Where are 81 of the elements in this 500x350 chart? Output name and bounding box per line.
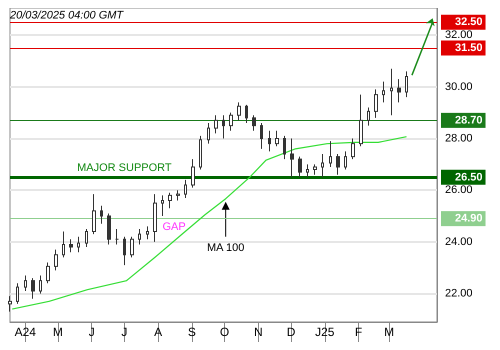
candlestick	[31, 278, 35, 300]
candlestick	[298, 156, 302, 178]
ref-line-label: 26.50	[455, 171, 483, 184]
candlestick	[16, 282, 19, 304]
candlestick	[153, 194, 157, 242]
candlestick	[275, 130, 279, 147]
candlestick	[268, 130, 271, 152]
candlestick	[123, 236, 126, 266]
candlestick	[359, 94, 363, 147]
x-tick-label: O	[220, 325, 230, 339]
candlestick	[138, 228, 141, 245]
text: MA 100	[207, 242, 244, 254]
x-tick-label: J	[88, 325, 95, 339]
candlestick	[146, 226, 149, 240]
candlestick	[283, 135, 286, 160]
candlestick	[207, 122, 210, 144]
candlestick	[367, 107, 370, 126]
candlestick	[214, 114, 218, 134]
ref-line-label: 28.70	[455, 114, 483, 126]
candlestick	[382, 81, 385, 103]
candlestick	[405, 70, 408, 98]
candlestick	[92, 194, 96, 235]
y-tick-label: 26.00	[445, 184, 473, 196]
x-tick-label: D	[286, 325, 296, 339]
candlestick	[8, 296, 12, 312]
y-tick-label: 32.00	[445, 29, 473, 42]
x-tick-label: M	[384, 325, 394, 339]
candlestick	[54, 249, 58, 271]
candlestick	[130, 236, 134, 258]
candlestick	[107, 212, 111, 245]
x-tick-label: A	[154, 325, 162, 339]
candlestick	[313, 164, 317, 176]
x-tick-label: J	[121, 325, 128, 339]
candlestick	[222, 114, 225, 140]
candlestick	[397, 78, 401, 103]
candlestick	[39, 274, 42, 294]
candlestick	[351, 138, 355, 160]
line-series	[12, 136, 408, 310]
ref-line-label: 31.50	[455, 42, 483, 54]
candlestick	[237, 102, 241, 121]
candlestick	[115, 228, 119, 245]
candlestick	[344, 150, 347, 170]
candlestick	[46, 262, 50, 284]
x-tick-label: F	[354, 325, 362, 339]
y-tick-label: 24.00	[445, 236, 473, 248]
candlestick	[290, 138, 294, 178]
candlestick	[85, 228, 88, 248]
candlestick	[69, 238, 73, 253]
annotation: MAJOR SUPPORT	[77, 162, 172, 174]
candlestick	[252, 114, 256, 132]
x-tick-label: N	[254, 325, 263, 339]
annotation: GAP	[162, 221, 186, 234]
x-tick-label: A24	[14, 325, 36, 339]
candlestick	[62, 231, 65, 258]
candlestick	[168, 192, 172, 209]
x-tick-label: J25	[315, 325, 335, 339]
y-tick-label: 30.00	[445, 80, 473, 93]
x-tick-label: S	[188, 325, 196, 339]
candlestick	[100, 205, 103, 224]
candlestick	[24, 274, 27, 292]
candlestick	[374, 88, 378, 118]
candlestick	[260, 122, 263, 150]
candlestick	[390, 68, 393, 116]
candlestick	[336, 154, 340, 176]
x-tick-label: M	[52, 325, 63, 339]
ref-line-label: 24.90	[455, 212, 483, 225]
candlestick	[176, 190, 180, 202]
candlestick	[161, 194, 164, 217]
y-tick-label: 28.00	[445, 132, 473, 145]
y-tick-label: 22.00	[445, 288, 473, 300]
candlestick	[77, 236, 80, 253]
annotation: 20/03/2025 04:00 GMT	[9, 10, 124, 22]
candlestick	[306, 164, 309, 178]
candlestick	[199, 135, 202, 170]
candlestick	[329, 140, 332, 168]
candlestick	[321, 154, 324, 178]
candlestick	[184, 179, 187, 198]
candlestick	[191, 158, 195, 188]
ref-line-label: 32.50	[455, 16, 483, 28]
candlestick	[245, 104, 248, 124]
candlestick	[229, 112, 233, 132]
